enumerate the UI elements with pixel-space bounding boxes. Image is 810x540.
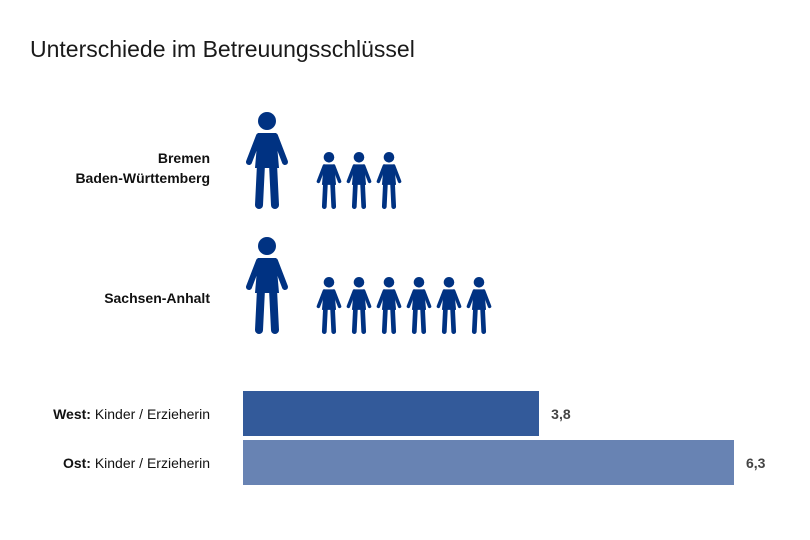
adult-person-icon [246,237,288,334]
child-person-icon [346,277,372,334]
bar-label-ost: Ost: Kinder / Erzieherin [63,455,210,471]
child-person-icon [316,277,342,334]
bar-label-west-bold: West: [53,406,91,422]
value-label-west: 3,8 [551,406,571,422]
group-label-1: Bremen Baden-Württemberg [75,148,210,188]
child-person-icon [466,277,492,334]
chart-title: Unterschiede im Betreuungsschlüssel [30,36,415,62]
bar-label-ost-rest: Kinder / Erzieherin [90,455,210,471]
child-person-icon [376,152,402,209]
child-person-icon [376,277,402,334]
child-person-icon [436,277,462,334]
group-label-sachsen-anhalt: Sachsen-Anhalt [104,290,210,306]
bar-west [243,391,540,436]
group-label-bw: Baden-Württemberg [75,170,210,186]
bar-ost [243,440,734,485]
group-label-bremen: Bremen [157,150,210,166]
value-label-ost: 6,3 [746,455,766,471]
bar-label-west-rest: Kinder / Erzieherin [90,406,210,422]
child-person-icon [346,152,372,209]
group-label-2: Sachsen-Anhalt [104,288,210,308]
child-person-icon [316,152,342,209]
child-person-icon [406,277,432,334]
adult-person-icon [246,112,288,209]
bar-label-west: West: Kinder / Erzieherin [53,406,210,422]
bar-label-ost-bold: Ost: [62,455,91,471]
